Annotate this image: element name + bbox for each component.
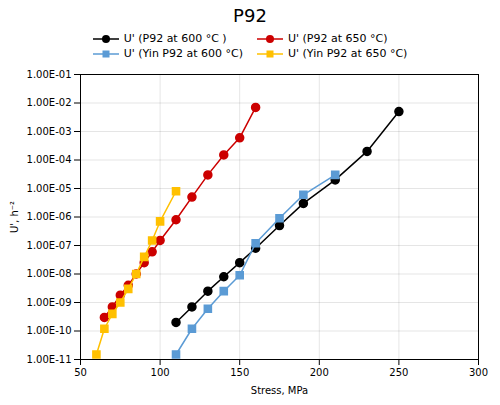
svg-text:100: 100 bbox=[151, 367, 170, 378]
html-text:P92: P92 bbox=[233, 5, 267, 26]
svg-text:1.00E-11: 1.00E-11 bbox=[27, 354, 72, 365]
svg-text:1.00E-02: 1.00E-02 bbox=[27, 97, 72, 108]
svg-text:150: 150 bbox=[230, 367, 249, 378]
svg-text:50: 50 bbox=[74, 367, 87, 378]
svg-text:1.00E-04: 1.00E-04 bbox=[27, 154, 72, 165]
svg-text:1.00E-10: 1.00E-10 bbox=[27, 325, 72, 336]
svg-text:Stress, MPa: Stress, MPa bbox=[251, 385, 308, 396]
svg-text:U', h⁻²: U', h⁻² bbox=[9, 201, 20, 233]
svg-text:1.00E-01: 1.00E-01 bbox=[27, 69, 72, 80]
svg-text:1.00E-03: 1.00E-03 bbox=[27, 126, 72, 137]
svg-text:300: 300 bbox=[469, 367, 488, 378]
html-text:U' (Yin P92 at 600 °C): U' (Yin P92 at 600 °C) bbox=[123, 47, 243, 60]
svg-text:200: 200 bbox=[310, 367, 329, 378]
svg-text:1.00E-05: 1.00E-05 bbox=[27, 183, 72, 194]
svg-text:1.00E-07: 1.00E-07 bbox=[27, 240, 72, 251]
svg-text:1.00E-06: 1.00E-06 bbox=[27, 211, 72, 222]
html-text:U' (Yin P92 at 650 °C): U' (Yin P92 at 650 °C) bbox=[288, 47, 408, 60]
svg-text:250: 250 bbox=[389, 367, 408, 378]
svg-text:1.00E-09: 1.00E-09 bbox=[27, 297, 72, 308]
html-text:U' (P92 at 600 °C ): U' (P92 at 600 °C ) bbox=[123, 32, 227, 45]
svg-text:1.00E-08: 1.00E-08 bbox=[27, 268, 72, 279]
html-text:U' (P92 at 650 °C): U' (P92 at 650 °C) bbox=[288, 32, 388, 45]
